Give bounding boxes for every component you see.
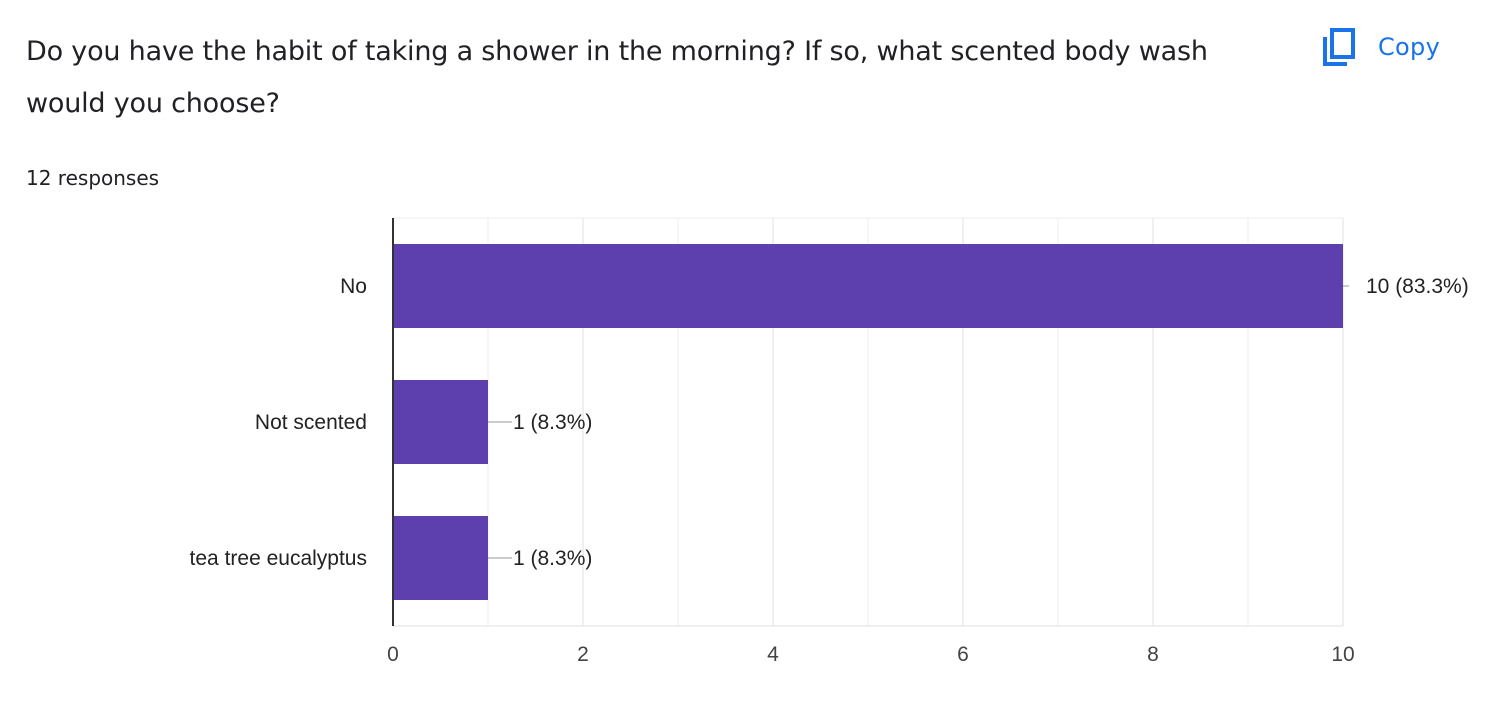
x-tick-label: 0 (387, 643, 399, 666)
bar (393, 516, 488, 600)
bar (393, 380, 488, 464)
copy-label: Copy (1378, 33, 1441, 61)
data-label: 10 (83.3%) (1366, 275, 1469, 298)
copy-button[interactable]: Copy (1322, 22, 1440, 72)
x-tick-label: 8 (1147, 643, 1159, 666)
bar (393, 244, 1343, 328)
x-tick-label: 6 (957, 643, 969, 666)
data-label: 1 (8.3%) (513, 547, 592, 570)
content-copy-icon (1322, 27, 1356, 67)
data-label: 1 (8.3%) (513, 411, 592, 434)
x-tick-label: 2 (577, 643, 589, 666)
question-header: Do you have the habit of taking a shower… (26, 26, 1286, 190)
x-tick-label: 4 (767, 643, 779, 666)
category-label: Not scented (255, 411, 367, 434)
response-count: 12 responses (26, 166, 160, 190)
category-label: tea tree eucalyptus (190, 547, 367, 570)
x-tick-label: 10 (1331, 643, 1354, 666)
question-title: Do you have the habit of taking a shower… (26, 36, 1208, 119)
category-label: No (340, 275, 367, 298)
